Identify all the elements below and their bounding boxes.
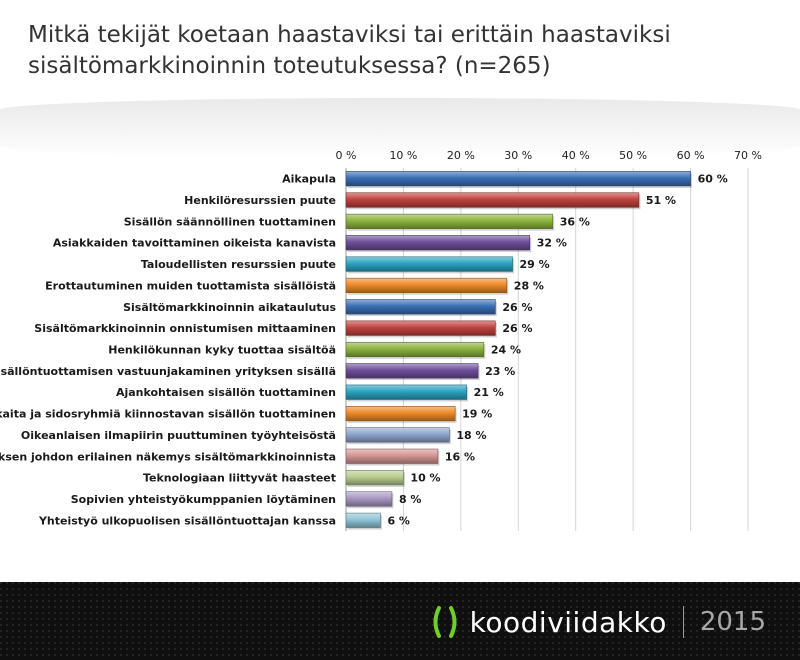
data-label: 24 %: [491, 344, 521, 357]
data-label: 6 %: [387, 514, 410, 527]
category-label: Sopivien yhteistyökumppanien löytäminen: [71, 493, 336, 506]
data-label: 26 %: [502, 322, 532, 335]
category-label: Sisällöntuottamisen vastuunjakaminen yri…: [0, 365, 336, 378]
category-label: Erottautuminen muiden tuottamista sisäll…: [45, 279, 336, 292]
footer-bar: koodiviidakko 2015: [0, 582, 800, 660]
category-label: Asiakkaiden tavoittaminen oikeista kanav…: [53, 237, 336, 250]
data-label: 19 %: [462, 408, 492, 421]
brand-name: koodiviidakko: [469, 605, 667, 639]
bar: [345, 512, 381, 528]
title-shadow-divider: [0, 98, 800, 158]
bar: [345, 448, 439, 464]
koodiviidakko-logo-icon: [433, 606, 457, 638]
data-label: 32 %: [537, 237, 567, 250]
x-tick-label: 70 %: [734, 149, 762, 162]
x-tick-label: 0 %: [336, 149, 357, 162]
x-tick-label: 10 %: [389, 149, 417, 162]
category-label: Ajankohtaisen sisällön tuottaminen: [116, 386, 336, 399]
brand-year: 2015: [699, 607, 766, 637]
category-label: Yrityksen johdon erilainen näkemys sisäl…: [0, 450, 336, 463]
data-label: 60 %: [698, 173, 728, 186]
bar: [345, 491, 393, 507]
x-tick-label: 30 %: [504, 149, 532, 162]
category-label: Sisältömarkkinoinnin aikataulutus: [123, 301, 336, 314]
data-label: 28 %: [514, 279, 544, 292]
x-tick-label: 20 %: [447, 149, 475, 162]
category-label: Sisältömarkkinoinnin onnistumisen mittaa…: [34, 322, 336, 335]
x-tick-label: 40 %: [562, 149, 590, 162]
bar: [345, 320, 496, 336]
data-label: 29 %: [520, 258, 550, 271]
data-label: 26 %: [502, 301, 532, 314]
bar: [345, 470, 404, 486]
data-label: 18 %: [456, 429, 486, 442]
data-label: 16 %: [445, 450, 475, 463]
category-label: Asiakkaita ja sidosryhmiä kiinnostavan s…: [0, 408, 336, 421]
category-label: Henkilökunnan kyky tuottaa sisältöä: [108, 344, 336, 357]
bar: [345, 384, 467, 400]
bar: [345, 341, 485, 358]
data-label: 36 %: [560, 215, 590, 228]
bar: [345, 427, 450, 443]
bar: [345, 299, 496, 315]
category-label: Taloudellisten resurssien puute: [141, 258, 336, 271]
category-label: Oikeanlaisen ilmapiirin puuttuminen työy…: [21, 429, 336, 442]
data-label: 51 %: [646, 194, 676, 207]
category-label: Henkilöresurssien puute: [184, 194, 336, 207]
chart-title: Mitkä tekijät koetaan haastaviksi tai er…: [28, 22, 671, 79]
bar: [345, 235, 531, 251]
bar: [345, 277, 508, 293]
category-label: Sisällön säännöllinen tuottaminen: [124, 215, 336, 228]
category-label: Yhteistyö ulkopuolisen sisällöntuottajan…: [38, 514, 336, 527]
category-label: Teknologiaan liittyvät haasteet: [143, 472, 336, 485]
bar: [345, 363, 479, 379]
bar-chart: 0 % 10 % 20 % 30 % 40 % 50 % 60 % 70 % Aikapula 6…: [0, 149, 762, 531]
brand-separator: [682, 606, 684, 638]
data-label: 21 %: [474, 386, 504, 399]
bar: [345, 256, 513, 272]
data-label: 8 %: [399, 493, 422, 506]
category-label: Aikapula: [282, 173, 336, 186]
bar: [345, 171, 691, 187]
bar: [345, 406, 456, 422]
brand-lockup: koodiviidakko 2015: [430, 604, 766, 640]
x-tick-label: 50 %: [619, 149, 647, 162]
x-tick-label: 60 %: [677, 149, 705, 162]
bar: [345, 213, 554, 229]
bar: [345, 192, 640, 208]
data-label: 23 %: [485, 365, 515, 378]
data-label: 10 %: [410, 472, 440, 485]
